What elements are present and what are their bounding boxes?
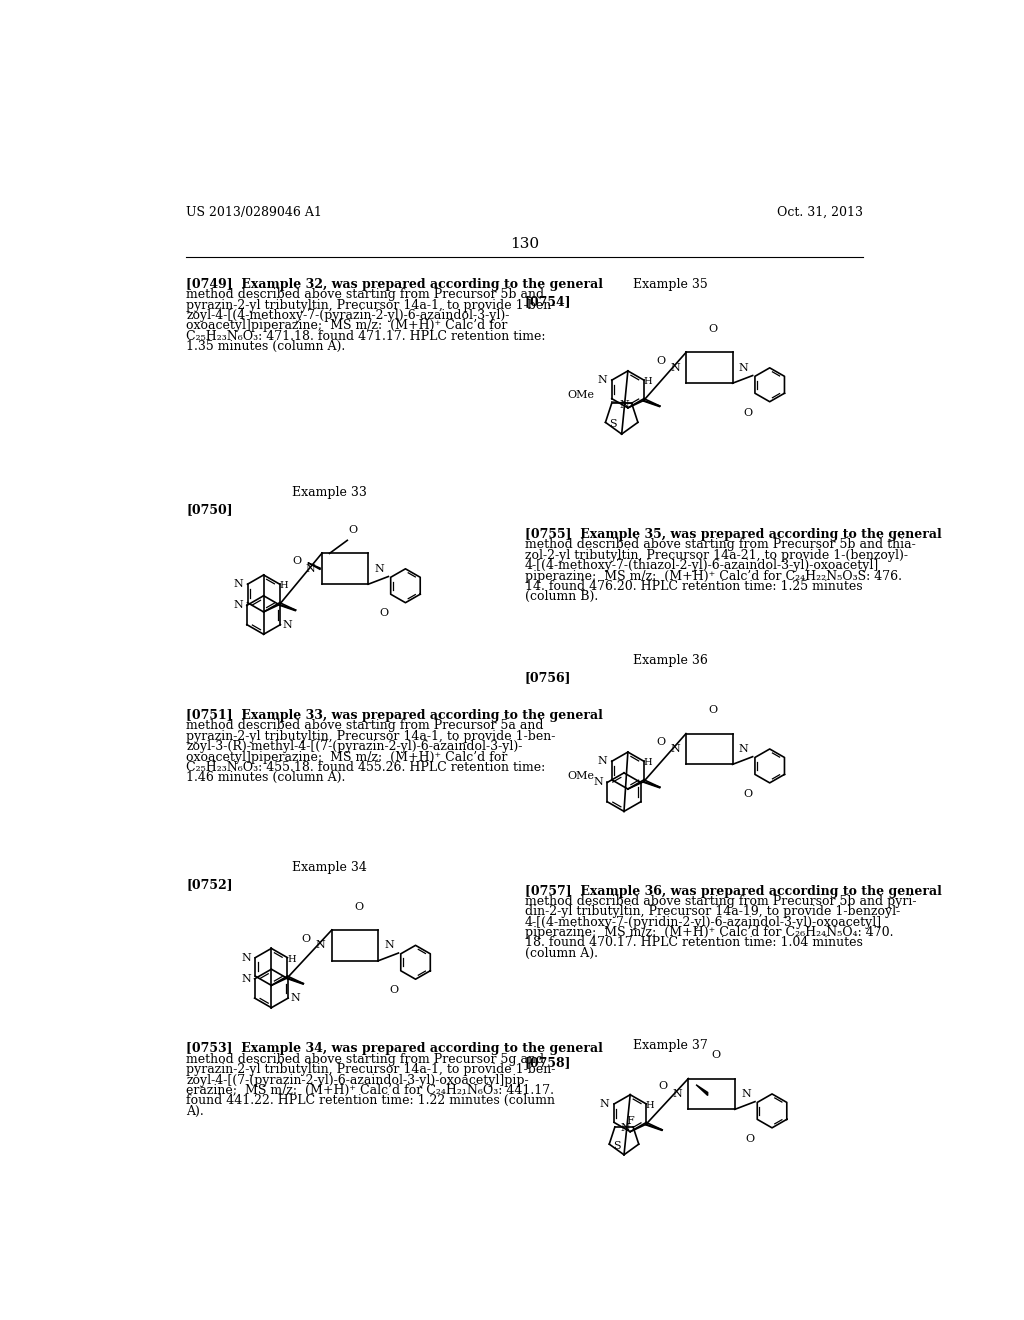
Text: [0757]  Example 36, was prepared according to the general: [0757] Example 36, was prepared accordin… xyxy=(524,884,942,898)
Text: N: N xyxy=(375,564,384,574)
Text: method described above starting from Precursor 5b and pyri-: method described above starting from Pre… xyxy=(524,895,916,908)
Text: O: O xyxy=(656,356,666,366)
Text: N: N xyxy=(598,375,607,385)
Text: OMe: OMe xyxy=(567,771,595,781)
Text: [0758]: [0758] xyxy=(524,1056,571,1069)
Text: H: H xyxy=(287,954,296,964)
Text: method described above starting from Precursor 5b and: method described above starting from Pre… xyxy=(186,288,544,301)
Text: N: N xyxy=(385,940,394,950)
Text: [0756]: [0756] xyxy=(524,671,571,684)
Text: zoyl-4-[(7-(pyrazin-2-yl)-6-azaindol-3-yl)-oxoacetyl]pip-: zoyl-4-[(7-(pyrazin-2-yl)-6-azaindol-3-y… xyxy=(186,1073,528,1086)
Text: method described above starting from Precursor 5g and: method described above starting from Pre… xyxy=(186,1053,544,1065)
Text: O: O xyxy=(743,408,753,417)
Text: US 2013/0289046 A1: US 2013/0289046 A1 xyxy=(186,206,322,219)
Text: 4-[(4-methoxy-7-(thiazol-2-yl)-6-azaindol-3-yl)-oxoacetyl]: 4-[(4-methoxy-7-(thiazol-2-yl)-6-azaindo… xyxy=(524,560,879,572)
Text: pyrazin-2-yl tributyltin, Precursor 14a-1, to provide 1-ben-: pyrazin-2-yl tributyltin, Precursor 14a-… xyxy=(186,730,555,743)
Text: N: N xyxy=(242,974,251,983)
Text: zoyl-4-[(4-methoxy-7-(pyrazin-2-yl)-6-azaindol-3-yl)-: zoyl-4-[(4-methoxy-7-(pyrazin-2-yl)-6-az… xyxy=(186,309,510,322)
Text: F: F xyxy=(627,1115,634,1126)
Text: method described above starting from Precursor 5a and: method described above starting from Pre… xyxy=(186,719,544,733)
Text: O: O xyxy=(301,933,310,944)
Text: 1.46 minutes (column A).: 1.46 minutes (column A). xyxy=(186,771,345,784)
Text: found 441.22. HPLC retention time: 1.22 minutes (column: found 441.22. HPLC retention time: 1.22 … xyxy=(186,1094,555,1107)
Text: N: N xyxy=(670,363,680,372)
Text: Example 33: Example 33 xyxy=(292,486,367,499)
Text: N: N xyxy=(233,579,243,589)
Text: H: H xyxy=(280,581,288,590)
Text: O: O xyxy=(745,1134,755,1143)
Text: [0750]: [0750] xyxy=(186,503,232,516)
Text: N: N xyxy=(741,1089,751,1100)
Text: OMe: OMe xyxy=(567,389,595,400)
Text: N: N xyxy=(306,564,315,574)
Text: N: N xyxy=(290,993,300,1003)
Text: 1.35 minutes (column A).: 1.35 minutes (column A). xyxy=(186,341,345,354)
Text: O: O xyxy=(379,609,388,619)
Text: O: O xyxy=(292,556,301,566)
Text: N: N xyxy=(621,1123,630,1134)
Text: A).: A). xyxy=(186,1105,204,1118)
Text: N: N xyxy=(241,953,251,962)
Text: O: O xyxy=(656,737,666,747)
Text: 18. found 470.17. HPLC retention time: 1.04 minutes: 18. found 470.17. HPLC retention time: 1… xyxy=(524,936,862,949)
Text: O: O xyxy=(711,1051,720,1060)
Text: C₂₅H₂₃N₆O₃: 455.18. found 455.26. HPLC retention time:: C₂₅H₂₃N₆O₃: 455.18. found 455.26. HPLC r… xyxy=(186,760,546,774)
Text: O: O xyxy=(389,985,398,995)
Text: (column B).: (column B). xyxy=(524,590,598,603)
Text: Example 37: Example 37 xyxy=(633,1039,708,1052)
Text: O: O xyxy=(354,902,364,912)
Text: [0749]  Example 32, was prepared according to the general: [0749] Example 32, was prepared accordin… xyxy=(186,277,603,290)
Text: N: N xyxy=(620,400,629,411)
Text: din-2-yl tributyltin, Precursor 14a-19, to provide 1-benzoyl-: din-2-yl tributyltin, Precursor 14a-19, … xyxy=(524,906,900,919)
Text: [0753]  Example 34, was prepared according to the general: [0753] Example 34, was prepared accordin… xyxy=(186,1043,603,1056)
Text: piperazine;  MS m/z:  (M+H)⁺ Calc’d for C₂₄H₂₂N₅O₃S: 476.: piperazine; MS m/z: (M+H)⁺ Calc’d for C₂… xyxy=(524,570,902,582)
Text: S: S xyxy=(613,1140,621,1151)
Text: N: N xyxy=(315,940,326,950)
Text: 4-[(4-methoxy-7-(pyridin-2-yl)-6-azaindol-3-yl)-oxoacetyl]: 4-[(4-methoxy-7-(pyridin-2-yl)-6-azaindo… xyxy=(524,916,882,929)
Text: [0752]: [0752] xyxy=(186,878,232,891)
Text: pyrazin-2-yl tributyltin, Precursor 14a-1, to provide 1-ben-: pyrazin-2-yl tributyltin, Precursor 14a-… xyxy=(186,298,555,312)
Text: N: N xyxy=(738,363,749,372)
Text: [0751]  Example 33, was prepared according to the general: [0751] Example 33, was prepared accordin… xyxy=(186,709,603,722)
Text: zol-2-yl tributyltin, Precursor 14a-21, to provide 1-(benzoyl)-: zol-2-yl tributyltin, Precursor 14a-21, … xyxy=(524,549,908,562)
Text: oxoacetyl]piperazine;  MS m/z:  (M+H)⁺ Calc’d for: oxoacetyl]piperazine; MS m/z: (M+H)⁺ Cal… xyxy=(186,319,508,333)
Text: O: O xyxy=(348,525,357,536)
Text: [0755]  Example 35, was prepared according to the general: [0755] Example 35, was prepared accordin… xyxy=(524,528,941,541)
Text: N: N xyxy=(600,1100,609,1109)
Text: N: N xyxy=(670,744,680,754)
Text: N: N xyxy=(594,777,603,788)
Text: [0754]: [0754] xyxy=(524,296,571,309)
Text: N: N xyxy=(283,619,292,630)
Text: Example 35: Example 35 xyxy=(633,277,708,290)
Text: Oct. 31, 2013: Oct. 31, 2013 xyxy=(777,206,863,219)
Text: N: N xyxy=(598,756,607,767)
Text: N: N xyxy=(738,744,749,754)
Text: H: H xyxy=(643,378,652,387)
Text: 14. found 476.20. HPLC retention time: 1.25 minutes: 14. found 476.20. HPLC retention time: 1… xyxy=(524,579,862,593)
Text: pyrazin-2-yl tributyltin, Precursor 14a-1, to provide 1-ben-: pyrazin-2-yl tributyltin, Precursor 14a-… xyxy=(186,1063,555,1076)
Text: H: H xyxy=(643,759,652,767)
Text: method described above starting from Precursor 5b and thia-: method described above starting from Pre… xyxy=(524,539,915,552)
Polygon shape xyxy=(308,562,321,570)
Text: N: N xyxy=(233,601,243,610)
Text: O: O xyxy=(743,788,753,799)
Text: O: O xyxy=(709,705,718,715)
Polygon shape xyxy=(696,1085,708,1096)
Text: H: H xyxy=(646,1101,654,1110)
Text: 130: 130 xyxy=(510,238,540,251)
Text: zoyl-3-(R)-methyl-4-[(7-(pyrazin-2-yl)-6-azaindol-3-yl)-: zoyl-3-(R)-methyl-4-[(7-(pyrazin-2-yl)-6… xyxy=(186,741,522,754)
Text: O: O xyxy=(709,325,718,334)
Text: oxoacetyl]piperazine;  MS m/z:  (M+H)⁺ Calc’d for: oxoacetyl]piperazine; MS m/z: (M+H)⁺ Cal… xyxy=(186,751,508,763)
Text: S: S xyxy=(609,418,617,429)
Text: (column A).: (column A). xyxy=(524,946,598,960)
Text: erazine;  MS m/z:  (M+H)⁺ Calc’d for C₂₄H₂₁N₆O₃: 441.17.: erazine; MS m/z: (M+H)⁺ Calc’d for C₂₄H₂… xyxy=(186,1084,554,1097)
Text: O: O xyxy=(658,1081,668,1092)
Text: C₂₅H₂₃N₆O₃: 471.18. found 471.17. HPLC retention time:: C₂₅H₂₃N₆O₃: 471.18. found 471.17. HPLC r… xyxy=(186,330,546,343)
Text: piperazine;  MS m/z:  (M+H)⁺ Calc’d for C₂₆H₂₄N₅O₄: 470.: piperazine; MS m/z: (M+H)⁺ Calc’d for C₂… xyxy=(524,927,893,939)
Text: Example 36: Example 36 xyxy=(633,653,708,667)
Text: Example 34: Example 34 xyxy=(292,861,367,874)
Text: N: N xyxy=(673,1089,682,1100)
